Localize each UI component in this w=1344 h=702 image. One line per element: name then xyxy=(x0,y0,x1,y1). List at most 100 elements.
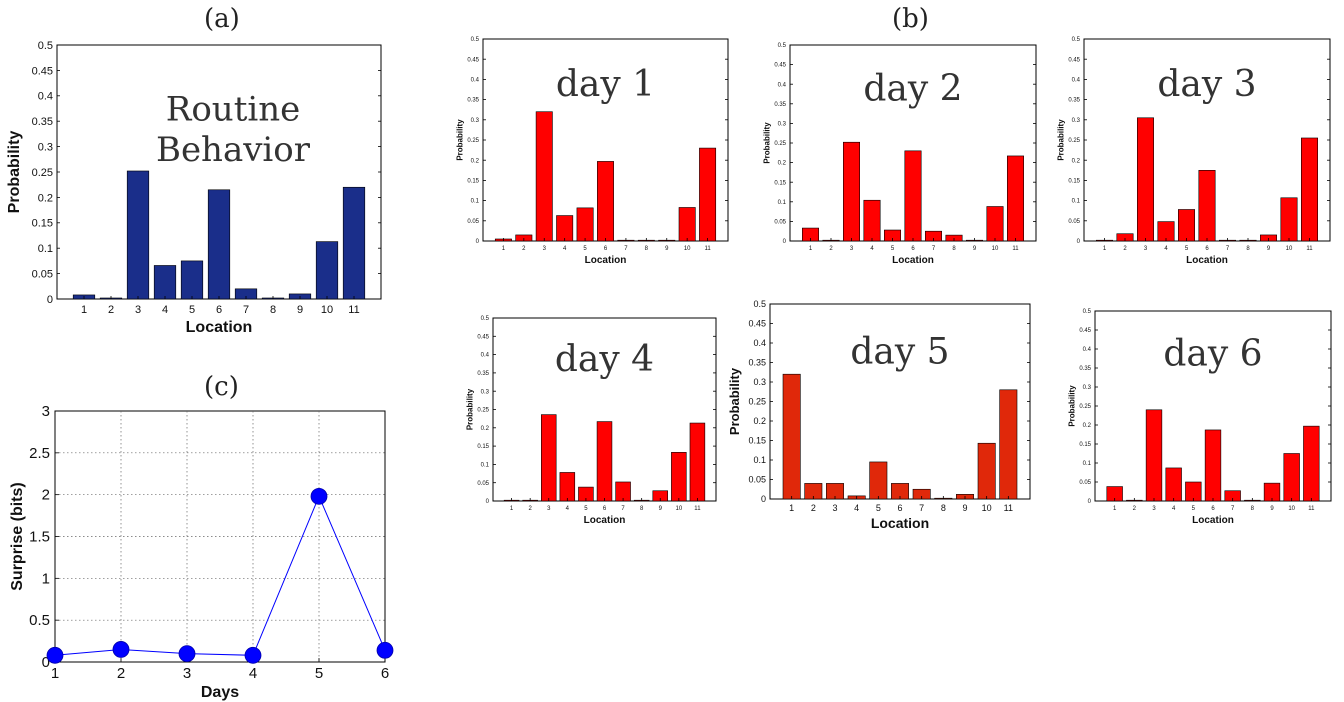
bar-6 xyxy=(596,421,613,502)
y-tick-label: 0 xyxy=(1077,239,1081,245)
x-tick-label: 2 xyxy=(117,665,125,682)
x-tick-label: 6 xyxy=(897,503,902,513)
x-tick-label: 9 xyxy=(1270,506,1274,512)
x-tick-label: 7 xyxy=(243,304,249,316)
y-tick-label: 0.25 xyxy=(467,138,479,144)
x-tick-label: 7 xyxy=(624,246,628,252)
x-tick-label: 6 xyxy=(216,304,222,316)
x-tick-label: 5 xyxy=(583,246,587,252)
y-tick-label: 0.35 xyxy=(32,116,53,128)
y-axis-label: Probability xyxy=(1068,385,1077,427)
y-tick-label: 0.05 xyxy=(748,475,766,485)
y-tick-label: 0.25 xyxy=(32,167,53,179)
bar-11 xyxy=(999,389,1018,500)
x-tick-label: 8 xyxy=(1251,506,1255,512)
x-tick-label: 5 xyxy=(1192,506,1196,512)
bar-11 xyxy=(1301,137,1319,242)
y-tick-label: 0.25 xyxy=(774,141,786,147)
panel-label-b: (b) xyxy=(892,4,929,34)
y-tick-label: 0.4 xyxy=(1072,78,1081,84)
y-tick-label: 0.45 xyxy=(774,63,786,69)
bar-3 xyxy=(126,170,150,300)
y-tick-label: 0.5 xyxy=(471,37,480,43)
panel-label-a: (a) xyxy=(204,4,240,34)
bar-10 xyxy=(1280,197,1298,242)
y-tick-label: 0.5 xyxy=(1072,37,1081,43)
x-axis-label: Location xyxy=(1186,255,1228,266)
bar-10 xyxy=(671,452,687,502)
y-tick-label: 0.45 xyxy=(467,57,479,63)
x-tick-label: 11 xyxy=(1004,503,1013,513)
bar-3 xyxy=(1145,409,1163,502)
bar-6 xyxy=(1204,429,1222,502)
x-tick-label: 8 xyxy=(645,246,649,252)
x-tick-label: 4 xyxy=(563,246,567,252)
bar-10 xyxy=(678,207,696,242)
y-tick-label: 0.2 xyxy=(481,426,490,432)
y-tick-label: 0.2 xyxy=(1072,158,1081,164)
x-tick-label: 2 xyxy=(1133,506,1137,512)
y-tick-label: 0.05 xyxy=(1079,480,1091,486)
x-axis-label: Location xyxy=(892,255,934,266)
surprise-line xyxy=(54,495,386,656)
y-tick-label: 0.5 xyxy=(38,40,53,52)
x-tick-label: 9 xyxy=(297,304,303,316)
x-tick-label: 3 xyxy=(183,665,191,682)
day3-chart: 0 0.05 0.1 0.15 0.2 0.25 0.3 0.35 0.4 0.45 0.5 1 2 3 4… xyxy=(1057,37,1331,266)
y-tick-label: 0.45 xyxy=(477,334,489,340)
x-tick-label: 10 xyxy=(1286,246,1293,252)
y-tick-label: 0.25 xyxy=(1068,138,1080,144)
y-tick-label: 0.2 xyxy=(1083,423,1092,429)
x-tick-label: 6 xyxy=(603,506,607,512)
x-tick-label: 1 xyxy=(789,503,794,513)
y-tick-label: 0.3 xyxy=(481,389,490,395)
y-axis-label: Probability xyxy=(727,367,742,435)
y-tick-label: 1 xyxy=(42,570,50,587)
y-tick-label: 0.05 xyxy=(32,268,53,280)
x-axis-label: Location xyxy=(186,319,253,336)
x-tick-label: 7 xyxy=(919,503,924,513)
y-tick-label: 0.3 xyxy=(471,118,480,124)
x-tick-label: 6 xyxy=(1211,506,1215,512)
x-tick-label: 2 xyxy=(829,246,833,252)
x-tick-label: 11 xyxy=(1306,246,1313,252)
y-tick-label: 1.5 xyxy=(29,529,50,546)
y-tick-label: 0.5 xyxy=(29,612,50,629)
bar-10 xyxy=(977,442,996,500)
x-tick-label: 10 xyxy=(321,304,333,316)
y-tick-label: 2 xyxy=(42,487,50,504)
y-tick-label: 0.4 xyxy=(481,353,490,359)
x-tick-label: 3 xyxy=(1144,246,1148,252)
overlay-title: day 1 xyxy=(556,64,655,105)
x-tick-label: 10 xyxy=(675,506,682,512)
x-tick-label: 3 xyxy=(850,246,854,252)
x-tick-label: 8 xyxy=(270,304,276,316)
y-tick-label: 0.5 xyxy=(1083,309,1092,315)
bar-11 xyxy=(342,186,366,300)
bar-3 xyxy=(1137,117,1155,242)
y-tick-label: 0.35 xyxy=(477,371,489,377)
x-tick-label: 5 xyxy=(1185,246,1189,252)
y-tick-label: 0.1 xyxy=(1072,199,1081,205)
x-tick-label: 1 xyxy=(809,246,813,252)
x-axis-label: Location xyxy=(871,515,929,531)
x-tick-label: 7 xyxy=(621,506,625,512)
x-tick-label: 8 xyxy=(1246,246,1250,252)
y-tick-label: 0.3 xyxy=(38,141,53,153)
bar-5 xyxy=(180,260,204,300)
bar-4 xyxy=(559,472,576,502)
bar-11 xyxy=(1303,425,1320,502)
bar-5 xyxy=(869,461,888,500)
x-tick-label: 1 xyxy=(1103,246,1107,252)
y-tick-label: 3 xyxy=(42,403,50,420)
x-tick-label: 9 xyxy=(973,246,977,252)
y-tick-label: 0 xyxy=(42,654,50,671)
y-tick-label: 0.2 xyxy=(38,192,53,204)
y-tick-label: 0 xyxy=(47,294,53,306)
y-tick-label: 0.4 xyxy=(778,82,787,88)
y-tick-label: 0.3 xyxy=(1072,118,1081,124)
data-point-day-4 xyxy=(244,646,262,664)
x-tick-label: 8 xyxy=(952,246,956,252)
y-tick-label: 0 xyxy=(1088,499,1092,505)
